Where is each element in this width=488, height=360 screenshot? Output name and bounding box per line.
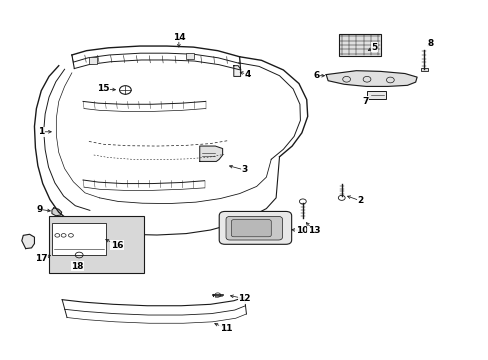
Bar bbox=[89, 58, 97, 64]
Text: 2: 2 bbox=[356, 196, 363, 205]
Bar bbox=[52, 223, 106, 255]
Bar bbox=[186, 53, 194, 59]
Polygon shape bbox=[200, 146, 222, 161]
Bar bbox=[420, 68, 427, 71]
Text: 15: 15 bbox=[97, 84, 109, 93]
Polygon shape bbox=[22, 234, 34, 249]
Text: 7: 7 bbox=[361, 97, 367, 106]
Text: 16: 16 bbox=[111, 240, 123, 249]
Text: 17: 17 bbox=[35, 254, 47, 263]
Text: 1: 1 bbox=[38, 127, 44, 136]
Polygon shape bbox=[233, 66, 240, 76]
Bar bbox=[49, 216, 143, 273]
Text: 12: 12 bbox=[238, 294, 250, 303]
FancyBboxPatch shape bbox=[231, 220, 271, 237]
Text: 11: 11 bbox=[219, 324, 232, 333]
Text: 8: 8 bbox=[426, 39, 432, 48]
FancyBboxPatch shape bbox=[219, 211, 291, 244]
Text: 18: 18 bbox=[71, 262, 83, 271]
Bar bbox=[366, 91, 386, 99]
Text: 6: 6 bbox=[313, 71, 319, 80]
FancyBboxPatch shape bbox=[225, 216, 282, 240]
Text: 3: 3 bbox=[241, 166, 247, 175]
Text: 10: 10 bbox=[295, 226, 307, 235]
Bar bbox=[339, 34, 380, 56]
Text: 5: 5 bbox=[371, 42, 377, 51]
Text: 9: 9 bbox=[36, 205, 42, 214]
Polygon shape bbox=[52, 208, 61, 216]
Text: 4: 4 bbox=[244, 70, 250, 79]
Text: 14: 14 bbox=[172, 33, 185, 42]
Polygon shape bbox=[325, 71, 416, 86]
Text: 13: 13 bbox=[307, 226, 320, 235]
